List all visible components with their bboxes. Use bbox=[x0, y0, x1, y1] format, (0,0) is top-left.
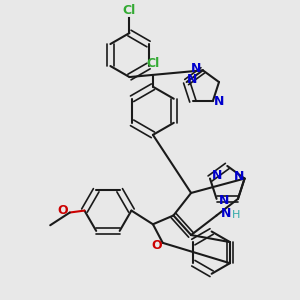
Text: Cl: Cl bbox=[146, 57, 160, 70]
Text: O: O bbox=[57, 204, 68, 217]
Text: N: N bbox=[234, 170, 244, 183]
Text: N: N bbox=[219, 194, 229, 207]
Text: N: N bbox=[212, 169, 223, 182]
Text: O: O bbox=[152, 239, 162, 252]
Text: N: N bbox=[221, 208, 231, 220]
Text: Cl: Cl bbox=[123, 4, 136, 17]
Text: H: H bbox=[232, 210, 241, 220]
Text: N: N bbox=[214, 95, 224, 108]
Text: N: N bbox=[187, 73, 197, 86]
Text: N: N bbox=[191, 62, 202, 75]
